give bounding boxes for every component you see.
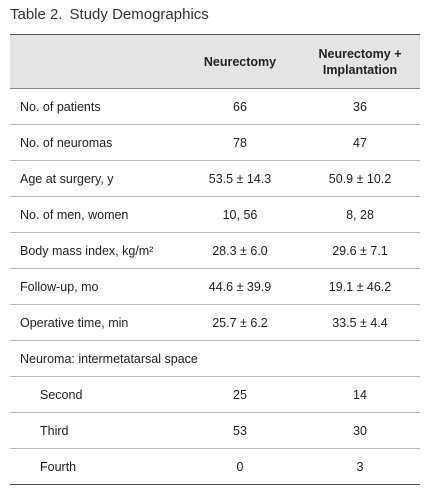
row-label: Fourth	[10, 448, 180, 485]
cell-value: 53.5 ± 14.3	[180, 160, 300, 197]
row-label: Neuroma: intermetatarsal space	[10, 340, 420, 377]
cell-value: 50.9 ± 10.2	[300, 160, 420, 197]
cell-value: 10, 56	[180, 196, 300, 233]
table-row: Follow-up, mo 44.6 ± 39.9 19.1 ± 46.2	[10, 268, 420, 305]
row-label: No. of men, women	[10, 196, 180, 233]
table-body: No. of patients 66 36 No. of neuromas 78 47 Ag…	[10, 88, 420, 485]
table-row: No. of patients 66 36	[10, 88, 420, 125]
row-label: Body mass index, kg/m²	[10, 232, 180, 269]
table-row: No. of men, women 10, 56 8, 28	[10, 196, 420, 233]
row-label: Age at surgery, y	[10, 160, 180, 197]
row-label: Operative time, min	[10, 304, 180, 341]
header-row: Neurectomy Neurectomy + Implantation	[10, 34, 420, 89]
row-label: Third	[10, 412, 180, 449]
cell-value: 33.5 ± 4.4	[300, 304, 420, 341]
cell-value: 36	[300, 88, 420, 125]
table-row: No. of neuromas 78 47	[10, 124, 420, 161]
cell-value: 19.1 ± 46.2	[300, 268, 420, 305]
cell-value: 29.6 ± 7.1	[300, 232, 420, 269]
table-row: Neuroma: intermetatarsal space	[10, 340, 420, 377]
cell-value: 25	[180, 376, 300, 413]
table-row: Fourth 0 3	[10, 448, 420, 485]
cell-value: 78	[180, 124, 300, 161]
row-label: Second	[10, 376, 180, 413]
row-label: No. of patients	[10, 88, 180, 125]
table-title: Table 2. Study Demographics	[10, 6, 209, 23]
row-label: Follow-up, mo	[10, 268, 180, 305]
cell-value: 3	[300, 448, 420, 485]
header-cell: Neurectomy	[180, 34, 300, 89]
cell-value: 25.7 ± 6.2	[180, 304, 300, 341]
table-head: Neurectomy Neurectomy + Implantation	[10, 34, 420, 89]
table-row: Operative time, min 25.7 ± 6.2 33.5 ± 4.4	[10, 304, 420, 341]
table-caption: Study Demographics	[69, 6, 209, 23]
table-row: Third 53 30	[10, 412, 420, 449]
cell-value: 8, 28	[300, 196, 420, 233]
table-number: Table 2.	[10, 6, 63, 23]
header-text: Neurectomy + Implantation	[318, 46, 402, 77]
header-cell: Neurectomy + Implantation	[300, 34, 420, 89]
table-row: Age at surgery, y 53.5 ± 14.3 50.9 ± 10.2	[10, 160, 420, 197]
cell-value: 47	[300, 124, 420, 161]
cell-value: 28.3 ± 6.0	[180, 232, 300, 269]
cell-value: 0	[180, 448, 300, 485]
cell-value: 30	[300, 412, 420, 449]
cell-value: 44.6 ± 39.9	[180, 268, 300, 305]
cell-value: 66	[180, 88, 300, 125]
row-label: No. of neuromas	[10, 124, 180, 161]
cell-value: 53	[180, 412, 300, 449]
header-text: Neurectomy	[203, 54, 277, 69]
cell-value: 14	[300, 376, 420, 413]
header-cell	[10, 34, 180, 89]
table-row: Second 25 14	[10, 376, 420, 413]
table-row: Body mass index, kg/m² 28.3 ± 6.0 29.6 ± 7…	[10, 232, 420, 269]
demographics-table: Neurectomy Neurectomy + Implantation No. …	[10, 34, 420, 485]
